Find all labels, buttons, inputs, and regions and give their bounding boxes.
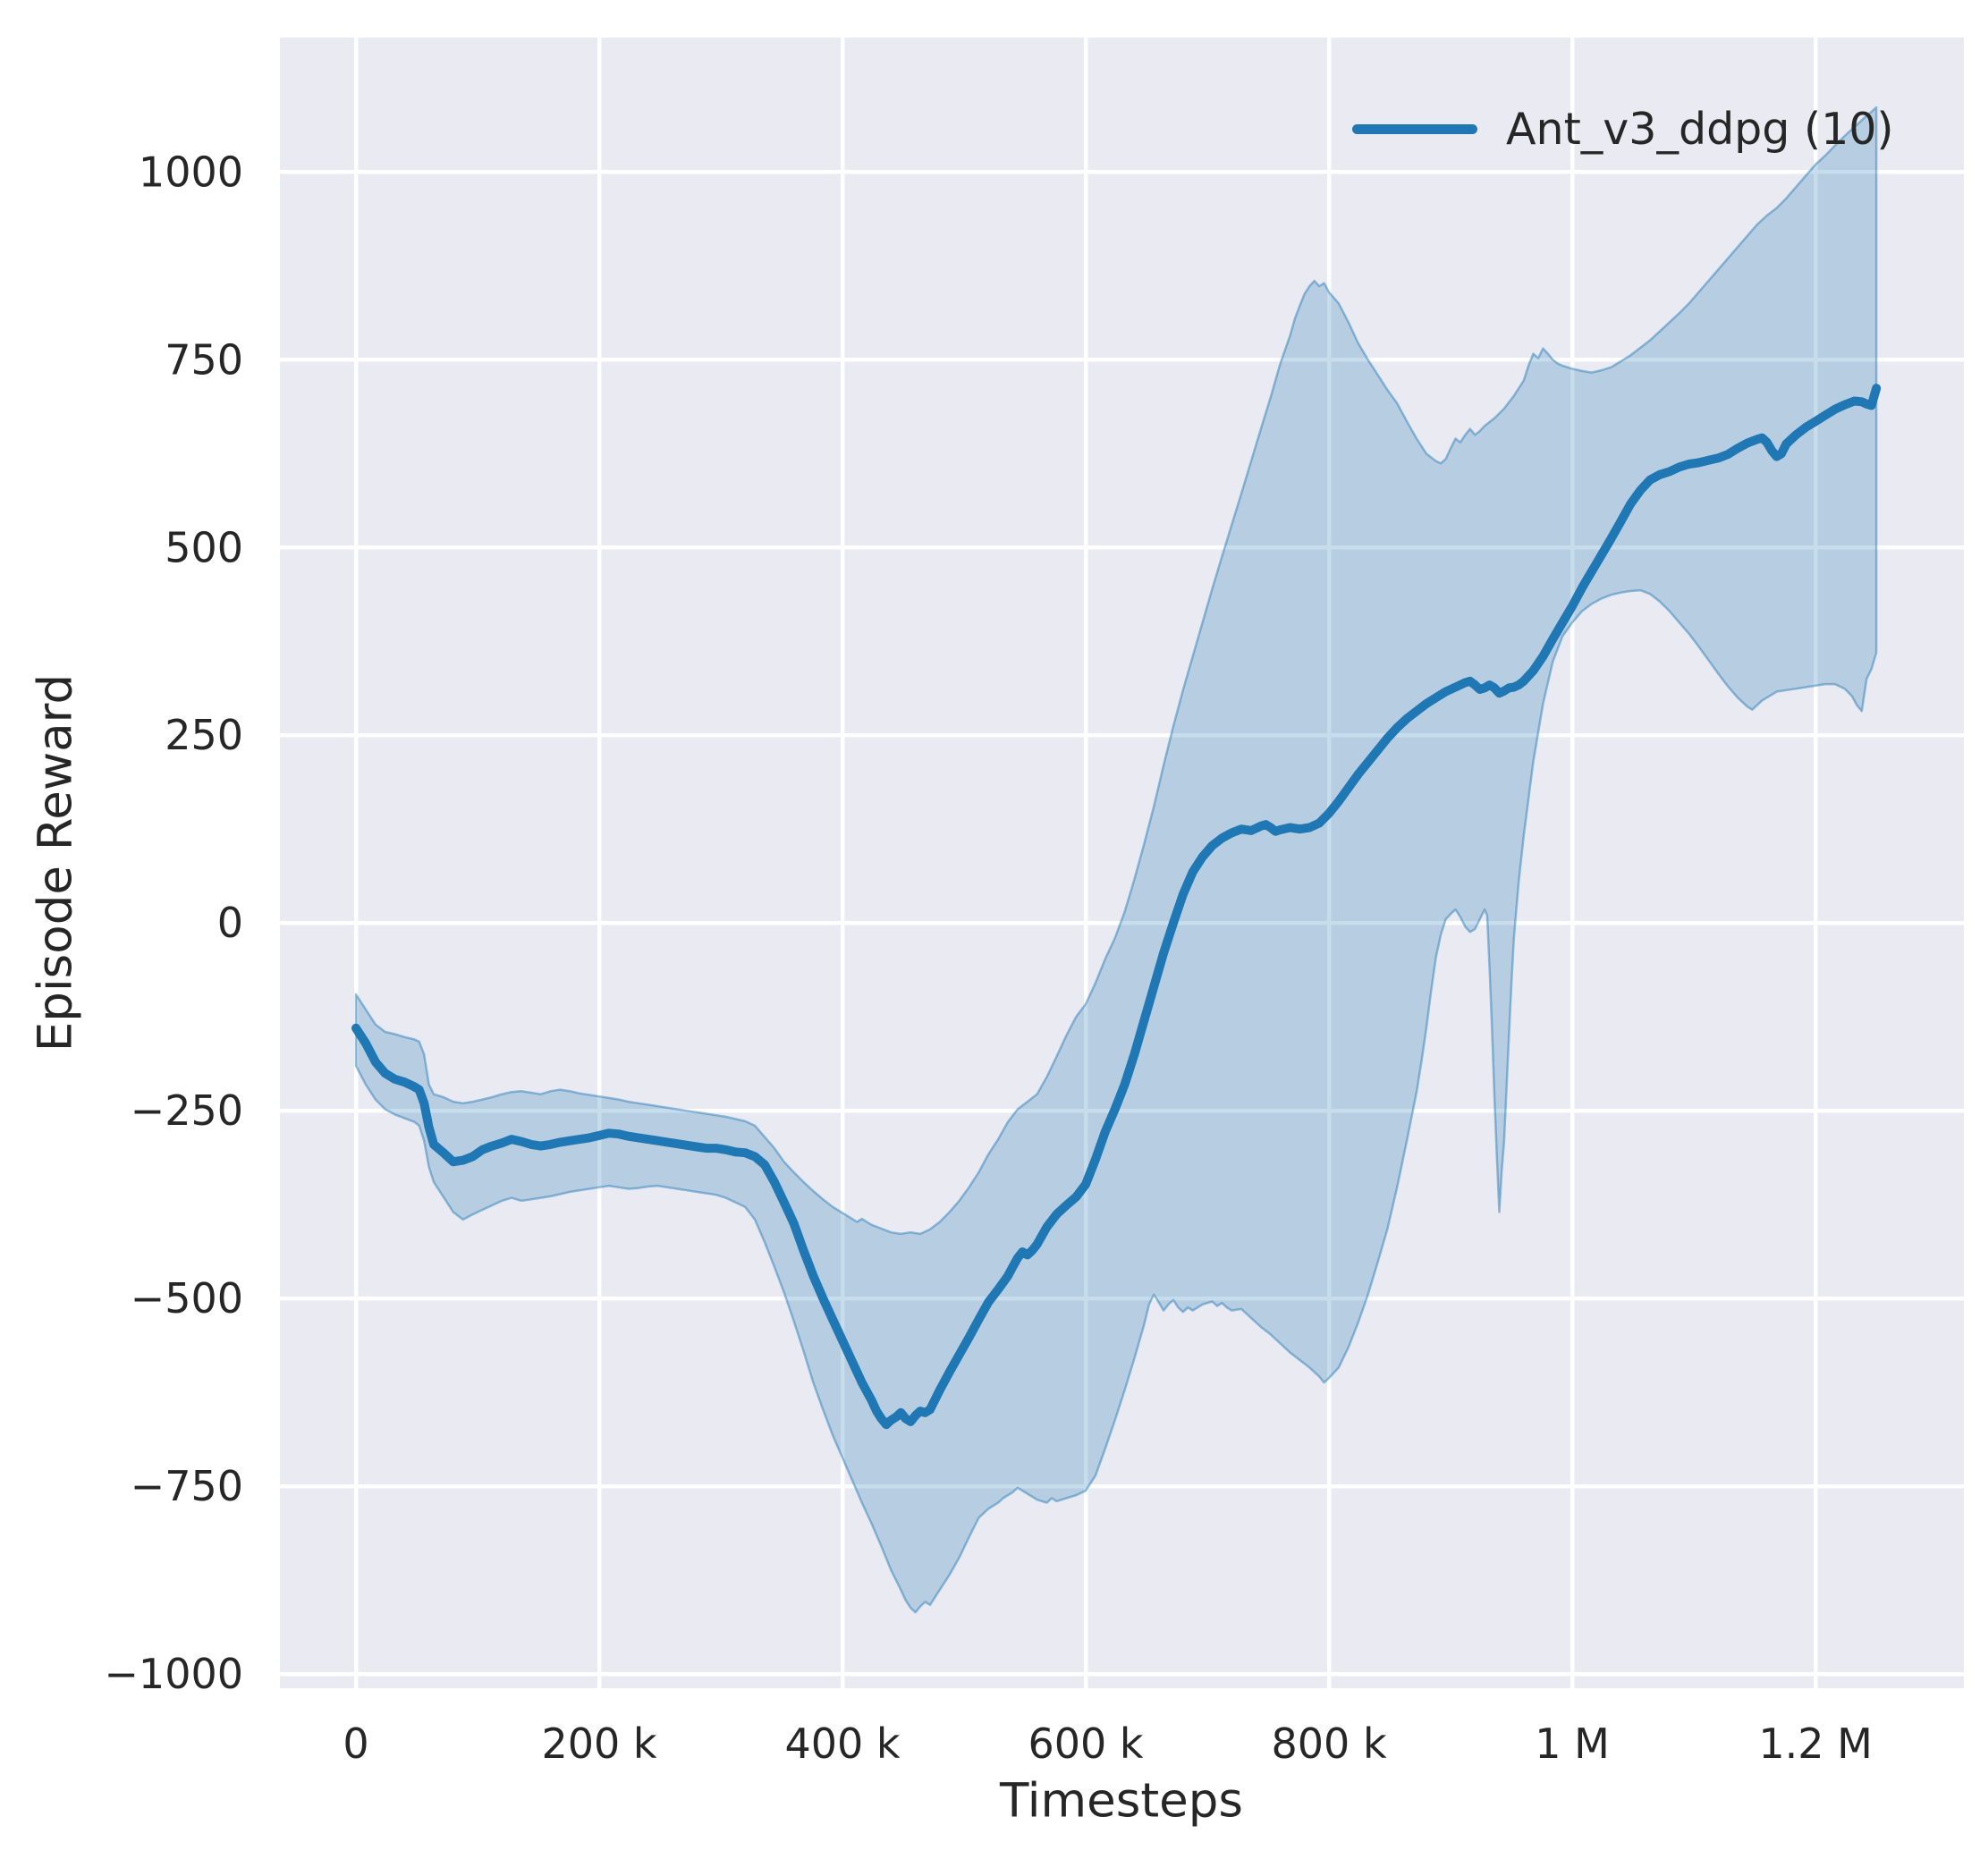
x-tick-label: 200 k [541,1720,656,1768]
x-tick-label: 0 [343,1720,368,1768]
x-axis-label: Timesteps [1000,1773,1243,1829]
x-tick-label: 400 k [784,1720,900,1768]
x-tick-label: 600 k [1028,1720,1144,1768]
y-tick-label: −1000 [104,1650,243,1698]
legend: Ant_v3_ddpg (10) [1352,100,1894,157]
y-tick-label: −750 [131,1462,243,1510]
y-tick-label: 0 [217,899,243,947]
confidence-band [356,107,1877,1613]
y-tick-label: 1000 [139,148,243,196]
y-tick-label: −500 [131,1274,243,1322]
mean-line [351,384,1882,1430]
legend-line-swatch [1352,123,1477,134]
y-axis-label: Episode Reward [28,673,83,1052]
confidence-band-edge [354,106,1878,1614]
y-tick-label: 250 [165,711,243,759]
y-tick-label: −250 [131,1086,243,1135]
plot-background [280,38,1964,1688]
y-tick-label: 500 [165,523,243,571]
y-tick-label: 750 [165,335,243,384]
x-tick-label: 800 k [1272,1720,1387,1768]
x-tick-label: 1.2 M [1758,1720,1872,1768]
legend-label: Ant_v3_ddpg (10) [1506,103,1894,155]
x-tick-label: 1 M [1535,1720,1610,1768]
